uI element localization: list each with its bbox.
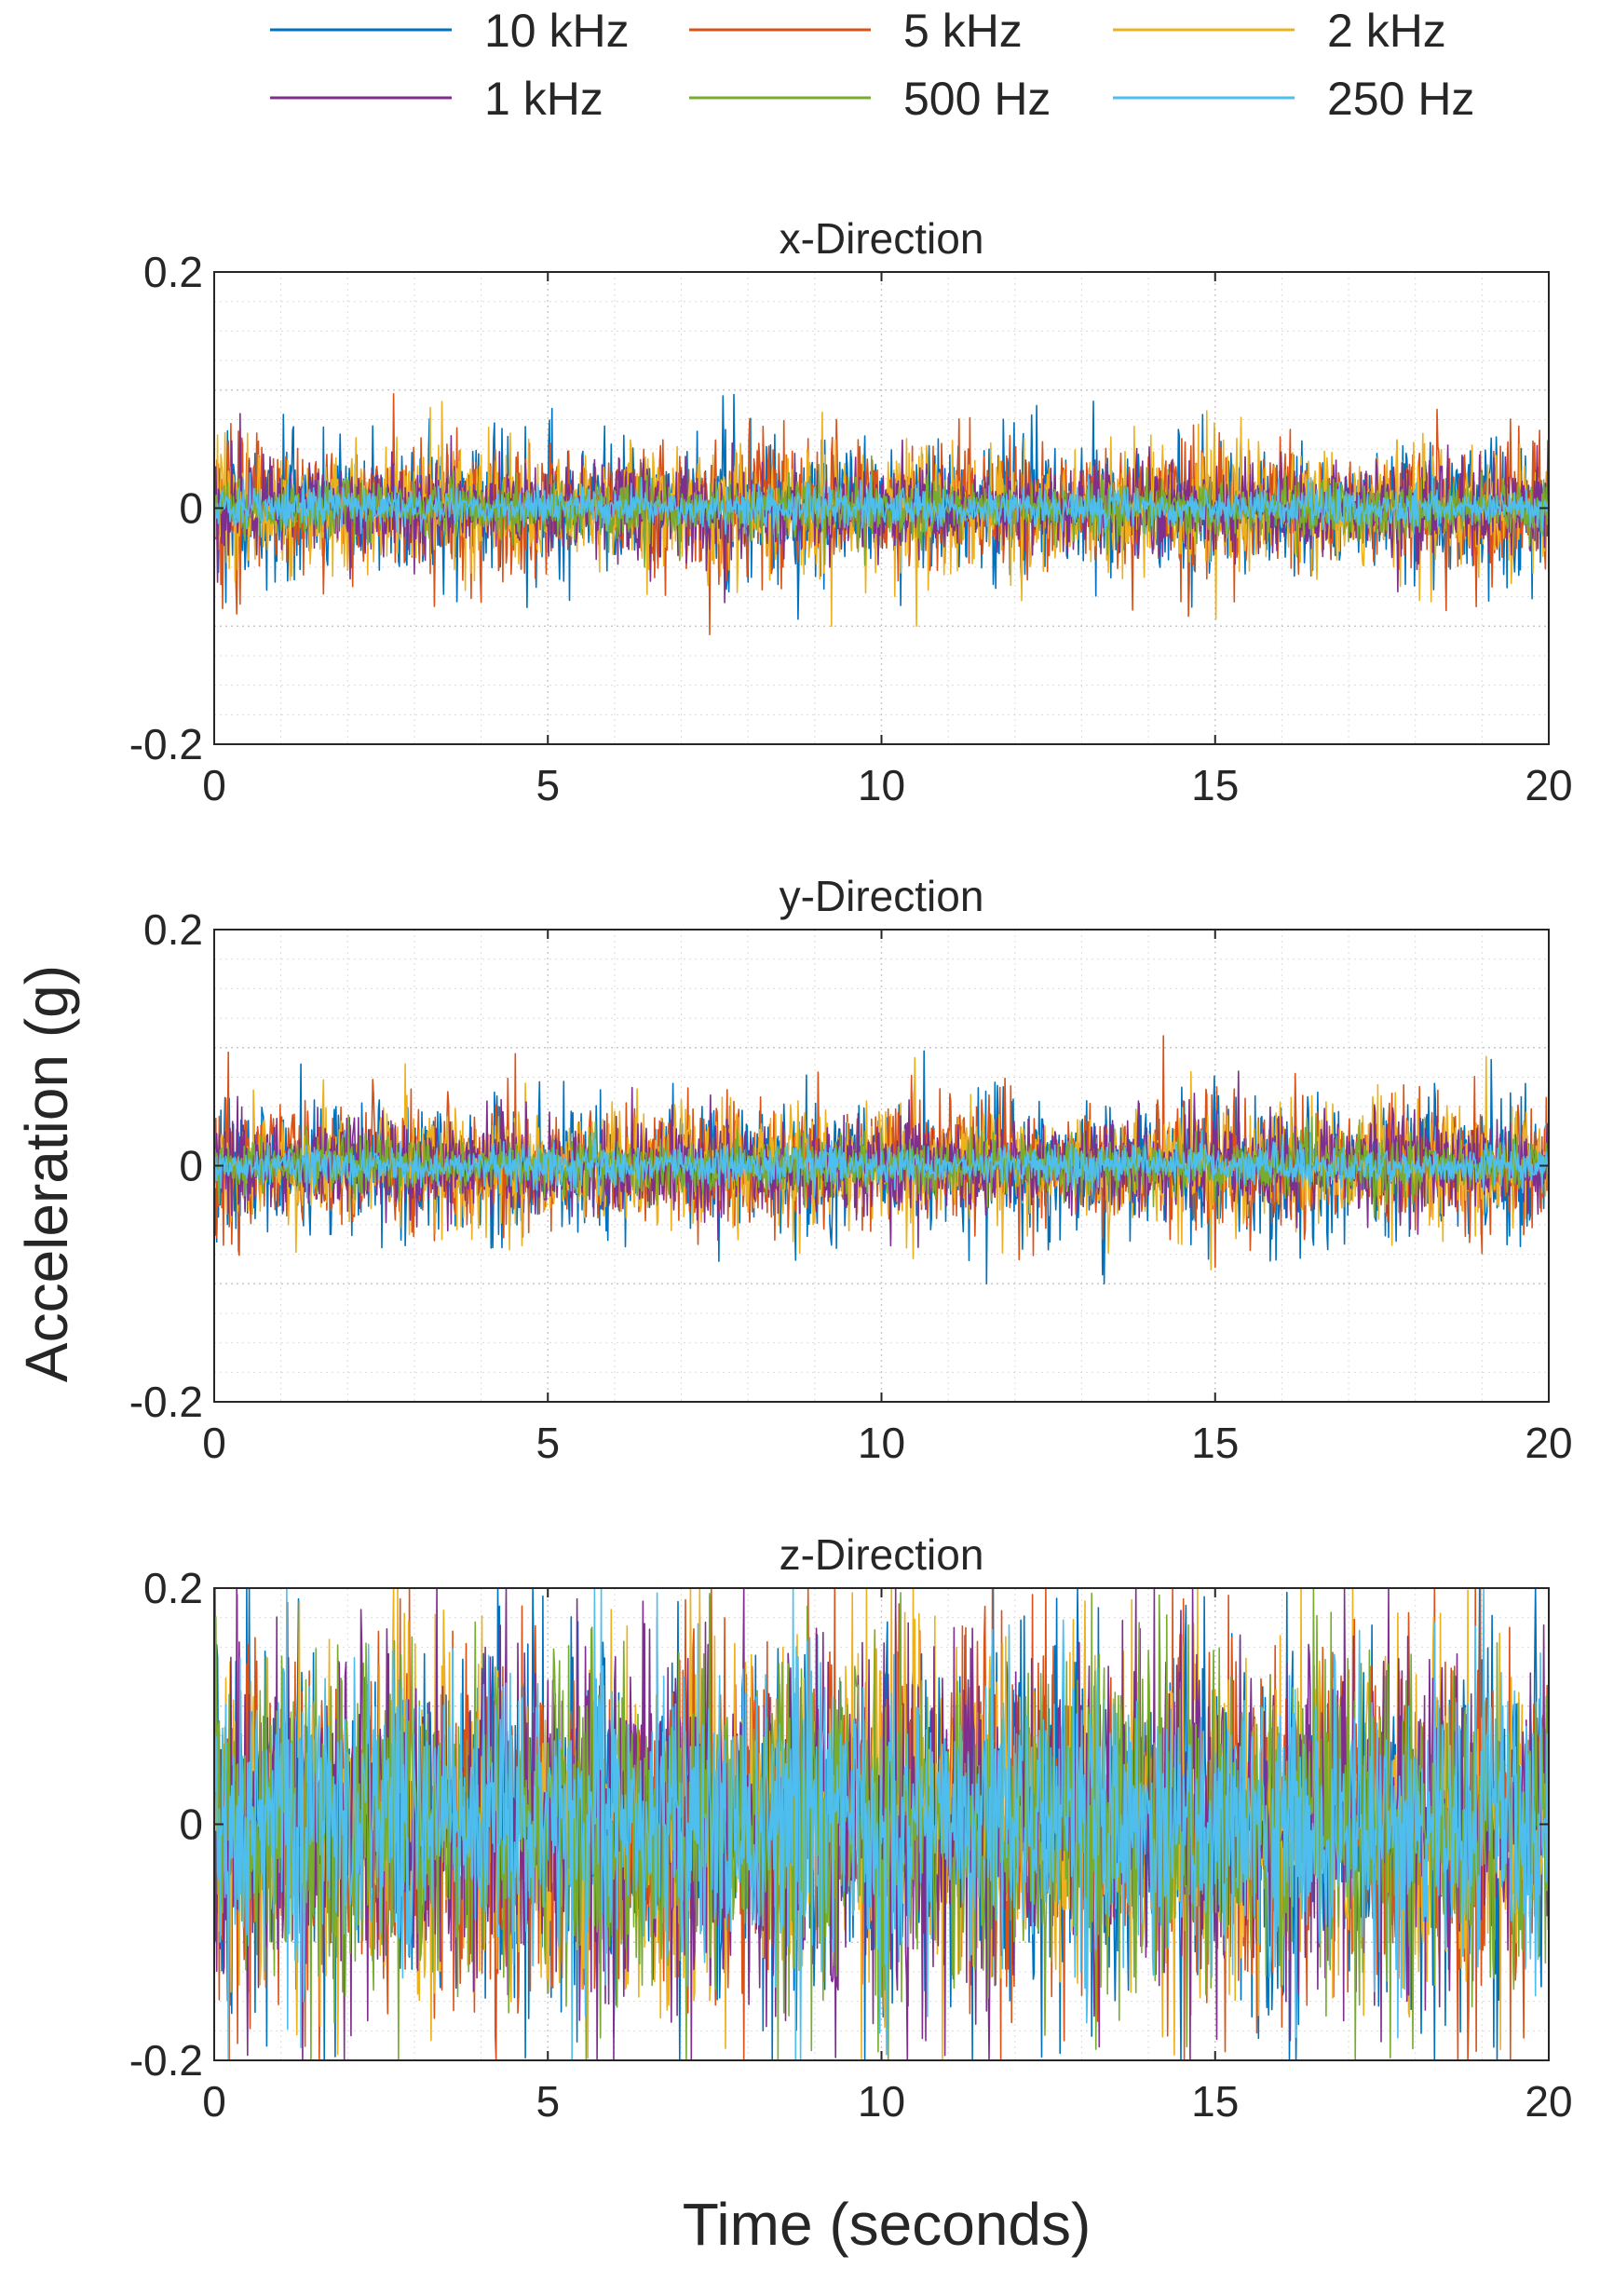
legend-label: 250 Hz <box>1327 73 1474 125</box>
x-tick-label: 20 <box>1525 2077 1572 2126</box>
legend-label: 1 kHz <box>484 73 603 125</box>
legend: 10 kHz 5 kHz 2 kHz 1 kHz 500 Hz 250 Hz <box>270 5 1474 125</box>
y-tick-label: -0.2 <box>129 1378 203 1426</box>
series-250-hz <box>214 1588 1549 2060</box>
y-tick-label: 0 <box>179 484 203 533</box>
panel-x-direction: 0 5 10 15 200.20-0.2x-Direction <box>129 214 1573 809</box>
x-tick-label: 15 <box>1191 2077 1239 2126</box>
panel-title: y-Direction <box>780 872 984 920</box>
legend-entry: 5 kHz <box>689 5 1023 57</box>
legend-label: 2 kHz <box>1327 5 1446 57</box>
y-tick-label: -0.2 <box>129 2036 203 2085</box>
y-tick-label: 0.2 <box>143 248 203 296</box>
series-500-hz <box>214 1112 1549 1218</box>
x-tick-label: 15 <box>1191 1419 1239 1467</box>
panel-title: z-Direction <box>780 1530 984 1579</box>
y-tick-label: 0 <box>179 1800 203 1849</box>
legend-entry: 250 Hz <box>1113 73 1474 125</box>
x-tick-label: 0 <box>202 2077 226 2126</box>
x-tick-label: 15 <box>1191 761 1239 809</box>
x-tick-label: 10 <box>858 761 905 809</box>
x-tick-label: 0 <box>202 761 226 809</box>
legend-entry: 500 Hz <box>689 73 1051 125</box>
x-tick-label: 5 <box>536 1419 560 1467</box>
x-axis-label: Time (seconds) <box>683 2191 1092 2258</box>
legend-label: 10 kHz <box>484 5 630 57</box>
panel-title: x-Direction <box>780 214 984 263</box>
x-tick-label: 5 <box>536 761 560 809</box>
legend-label: 5 kHz <box>903 5 1023 57</box>
legend-entry: 1 kHz <box>270 73 603 125</box>
series-group <box>214 1035 1549 1285</box>
y-tick-label: 0 <box>179 1142 203 1190</box>
x-tick-label: 20 <box>1525 761 1572 809</box>
panel-z-direction: 0 5 10 15 200.20-0.2z-Direction <box>129 1530 1573 2126</box>
legend-entry: 2 kHz <box>1113 5 1446 57</box>
y-tick-label: 0.2 <box>143 1564 203 1612</box>
legend-entry: 10 kHz <box>270 5 630 57</box>
series-250-hz <box>214 471 1549 537</box>
ticks <box>213 271 1550 745</box>
y-tick-label: -0.2 <box>129 720 203 768</box>
legend-label: 500 Hz <box>903 73 1051 125</box>
series-group <box>214 393 1549 635</box>
panel-y-direction: 0 5 10 15 200.20-0.2y-Direction <box>129 872 1573 1467</box>
series-250-hz <box>214 1129 1549 1200</box>
y-tick-label: 0.2 <box>143 905 203 954</box>
x-tick-label: 5 <box>536 2077 560 2126</box>
x-tick-label: 10 <box>858 1419 905 1467</box>
ticks <box>213 929 1550 1403</box>
series-group <box>214 1588 1549 2060</box>
x-tick-label: 0 <box>202 1419 226 1467</box>
ticks <box>213 1587 1550 2061</box>
x-tick-label: 10 <box>858 2077 905 2126</box>
y-axis-label: Acceleration (g) <box>13 965 80 1382</box>
x-tick-label: 20 <box>1525 1419 1572 1467</box>
